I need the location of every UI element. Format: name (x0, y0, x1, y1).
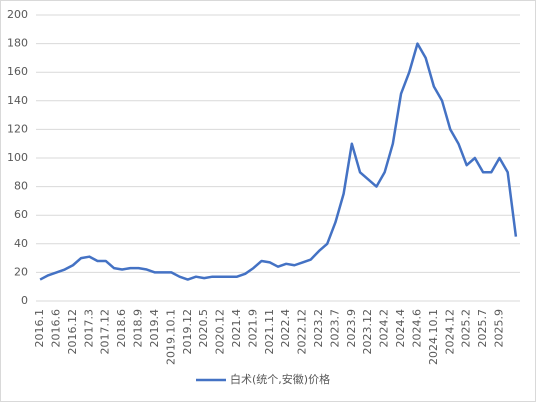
legend-label: 白术(统个,安徽)价格 (230, 372, 330, 386)
x-tick-label: 2016.6 (50, 309, 63, 348)
x-tick-label: 2020.5 (197, 309, 210, 348)
y-tick-label: 180 (7, 37, 28, 50)
x-tick-label: 2023.9 (345, 309, 358, 348)
y-tick-label: 160 (7, 65, 28, 78)
x-tick-label: 2017.12 (99, 309, 112, 355)
x-tick-label: 2025.2 (460, 309, 473, 348)
y-tick-label: 80 (14, 180, 28, 193)
x-tick-label: 2018.6 (115, 309, 128, 348)
x-tick-label: 2023.12 (361, 309, 374, 355)
x-tick-label: 2016.1 (33, 309, 46, 348)
x-tick-label: 2024.10.1 (427, 309, 440, 365)
y-tick-label: 60 (14, 208, 28, 221)
x-tick-label: 2025.9 (492, 309, 505, 348)
y-tick-label: 0 (21, 294, 28, 307)
y-tick-label: 140 (7, 94, 28, 107)
x-tick-label: 2019.4 (148, 309, 161, 348)
x-tick-label: 2019.10.1 (164, 309, 177, 365)
y-tick-label: 100 (7, 151, 28, 164)
y-tick-label: 20 (14, 265, 28, 278)
x-tick-label: 2024.4 (394, 309, 407, 348)
y-tick-label: 120 (7, 122, 28, 135)
x-tick-label: 2024.6 (410, 309, 423, 348)
x-tick-label: 2025.7 (476, 309, 489, 348)
data-line (39, 42, 518, 281)
x-tick-label: 2021.11 (263, 309, 276, 355)
x-tick-label: 2016.12 (66, 309, 79, 355)
x-tick-label: 2017.3 (82, 309, 95, 348)
x-tick-label: 2019.12 (181, 309, 194, 355)
y-tick-label: 40 (14, 237, 28, 250)
x-tick-label: 2018.9 (132, 309, 145, 348)
x-tick-label: 2020.12 (214, 309, 227, 355)
x-tick-label: 2024.2 (378, 309, 391, 348)
x-tick-label: 2024.12 (443, 309, 456, 355)
y-tick-label: 200 (7, 8, 28, 21)
x-tick-label: 2021.4 (230, 309, 243, 348)
x-tick-label: 2023.7 (328, 309, 341, 348)
x-tick-label: 2021.9 (246, 309, 259, 348)
x-tick-label: 2022.4 (279, 309, 292, 348)
x-tick-label: 2023.2 (312, 309, 325, 348)
x-tick-label: 2022.12 (296, 309, 309, 355)
